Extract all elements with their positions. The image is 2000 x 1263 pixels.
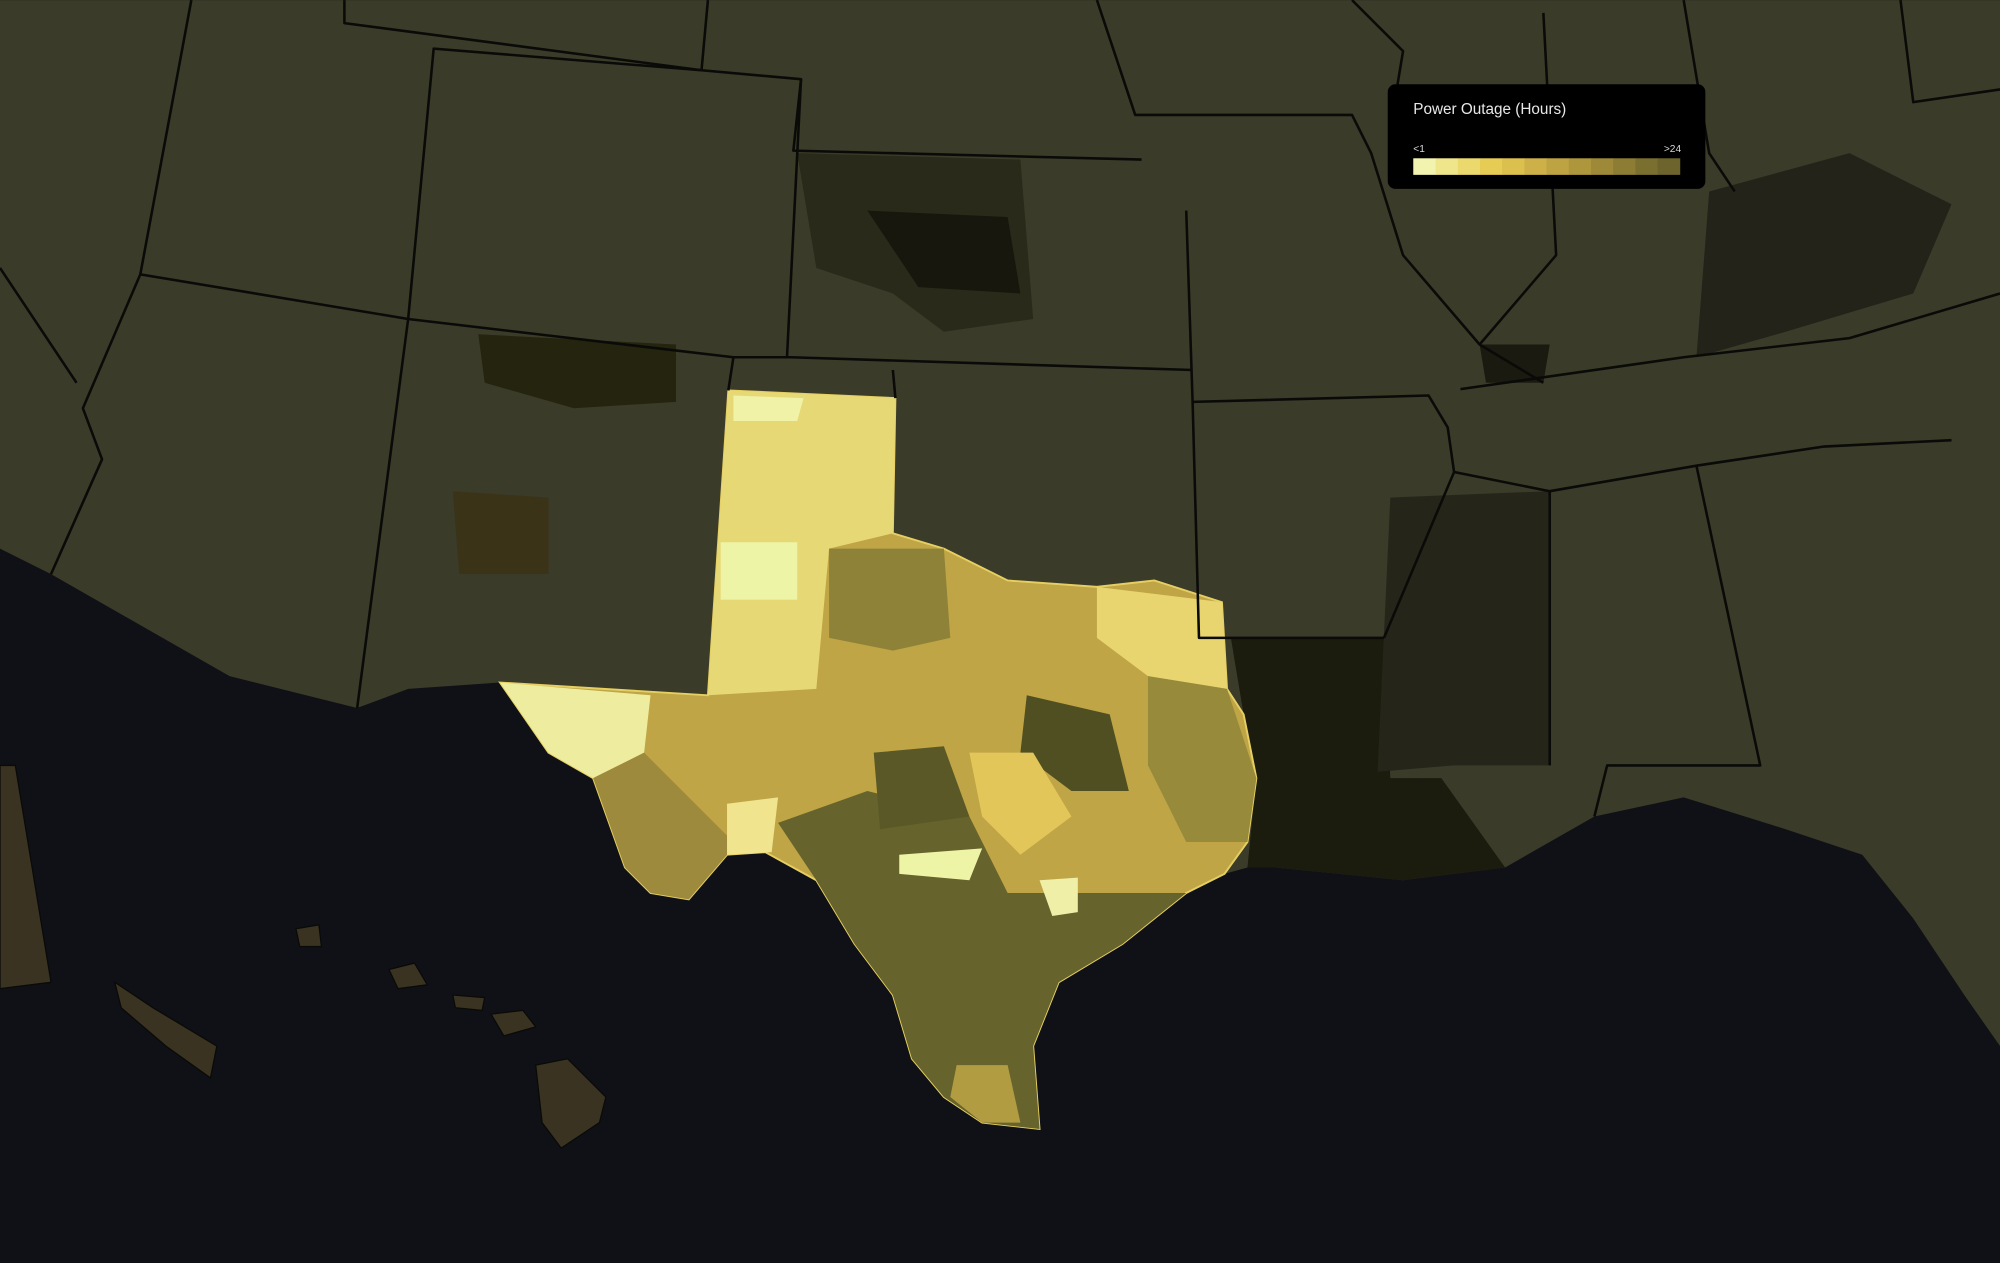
texas bbox=[498, 389, 1258, 1131]
regional-shading bbox=[452, 153, 1952, 881]
legend-title: Power Outage (Hours) bbox=[1413, 101, 1566, 118]
legend-ramp bbox=[1413, 158, 1681, 175]
legend-swatch bbox=[1413, 158, 1436, 175]
legend-swatch bbox=[1568, 158, 1592, 175]
legend-swatch bbox=[1546, 158, 1570, 175]
legend-swatch bbox=[1502, 158, 1525, 175]
legend-swatch bbox=[1613, 158, 1636, 175]
legend-swatch bbox=[1635, 158, 1659, 175]
hawaii bbox=[0, 764, 607, 1149]
legend-max-label: >24 bbox=[1664, 144, 1682, 155]
legend-min-label: <1 bbox=[1413, 144, 1425, 155]
legend-swatch bbox=[1657, 158, 1681, 175]
legend-swatch bbox=[1524, 158, 1547, 175]
legend-swatch bbox=[1457, 158, 1481, 175]
legend-swatch bbox=[1479, 158, 1503, 175]
legend-swatch bbox=[1590, 158, 1614, 175]
legend: Power Outage (Hours) <1 >24 bbox=[1387, 84, 1706, 189]
state-borders bbox=[0, 0, 2000, 817]
legend-swatch bbox=[1435, 158, 1459, 175]
land bbox=[0, 0, 2000, 1129]
